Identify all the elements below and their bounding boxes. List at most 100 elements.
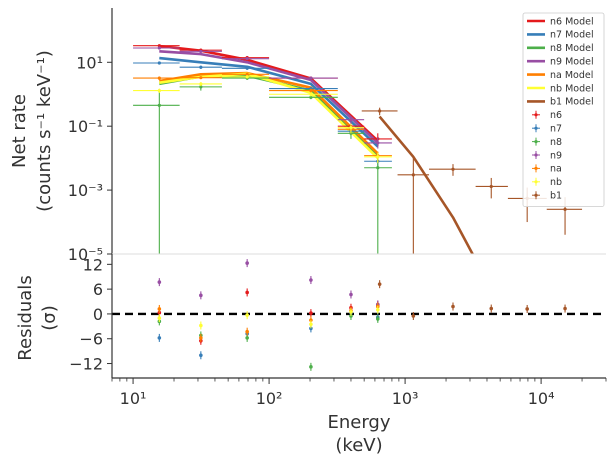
energy-xtick-label-2: 10³ [392,389,419,408]
residual-ylabel-line2: (σ) [39,305,60,330]
data-point-nb-4 [337,123,365,134]
legend-label-0: n6 Model [550,16,594,27]
spectrum-ylabel-line2: (counts s⁻¹ keV⁻¹) [34,50,55,212]
legend-entry-n9-model: n9 Model [527,57,594,68]
legend-entry-n8: n8 [532,137,562,148]
data-point-n7-1 [179,65,222,69]
legend-label-7: n6 [550,110,562,121]
legend-label-2: n8 Model [550,43,594,54]
spectrum-ytick-label-3: 10⁻⁵ [68,245,103,264]
spectrum-ylabel-line1: Net rate [9,94,30,168]
residual-ytick-label-0: 12 [83,255,103,274]
residual-point-b1-3 [489,304,494,313]
legend-label-13: b1 [550,191,562,202]
data-point-n8-3 [269,95,338,100]
residual-point-nb-5 [376,305,380,314]
data-point-n9-5 [364,137,392,149]
data-point-b1-2 [429,164,476,176]
legend-entry-n7-model: n7 Model [527,30,594,41]
legend-entry-na: na [532,164,562,175]
legend-entry-b1-model: b1 Model [527,97,594,108]
legend-entry-nb-model: nb Model [527,83,594,94]
legend-label-1: n7 Model [550,30,594,41]
data-point-nb-1 [179,82,222,87]
residual-point-n9-1 [199,291,203,300]
residual-point-n7-1 [199,351,203,360]
residual-ytick-label-4: −12 [69,355,103,374]
data-point-n9-0 [133,46,180,50]
data-point-na-1 [179,76,222,80]
legend-frame [522,12,605,208]
data-point-b1-3 [475,177,508,199]
residual-point-nb-1 [199,321,203,330]
spectrum-ytick-label-2: 10⁻³ [68,181,103,200]
residual-point-nb-0 [157,314,162,323]
energy-xtick-label-0: 10¹ [120,389,147,408]
legend-label-9: n8 [550,137,562,148]
residual-point-b1-2 [451,302,455,311]
energy-xtick-label-1: 10² [256,389,283,408]
data-point-b1-0 [361,107,398,116]
data-point-n6-0 [133,44,180,48]
residual-ytick-label-1: 6 [93,280,103,299]
legend: n6 Model n7 Model n8 Model n9 Model na Model… [522,12,605,208]
legend-label-10: n9 [550,150,562,161]
legend-entry-n6: n6 [532,110,562,121]
legend-label-4: na Model [550,70,593,81]
residual-point-b1-0 [377,280,382,289]
energy-xlabel-line2: (keV) [335,435,382,456]
residual-point-n8-5 [376,314,380,323]
data-point-nb-5 [364,152,392,164]
spectrum-panel: 10¹ 10⁻¹ 10⁻³ 10⁻⁵ Net rate (counts s⁻¹ keV… [9,8,606,264]
residual-point-n9-4 [349,290,353,299]
residual-ylabel-line1: Residuals [15,275,36,360]
data-point-n8-5 [364,158,392,254]
residuals-panel: 12 6 0 −6 −12 10¹ 10² 10³ 10⁴ Residuals (σ) Ene… [15,254,607,456]
data-point-n7-2 [221,66,270,70]
data-point-nb-3 [269,92,338,97]
data-point-nb-2 [221,75,270,79]
residual-point-n9-2 [245,259,249,268]
residual-point-n6-3 [309,309,313,318]
energy-x-ticks: 10¹ 10² 10³ 10⁴ [111,378,607,408]
residual-point-n9-3 [309,276,313,285]
legend-label-3: n9 Model [550,57,594,68]
residual-ytick-label-2: 0 [93,305,103,324]
residual-point-b1-4 [525,304,529,313]
data-point-n8-0 [133,89,180,254]
model-curves [159,44,475,254]
model-line-n9-model [159,50,379,144]
residual-point-n7-0 [157,333,162,342]
residual-point-n6-2 [245,288,249,297]
model-line-b1-model [378,115,475,254]
residual-point-na-2 [245,327,249,336]
data-point-na-3 [269,88,338,93]
legend-entry-na-model: na Model [527,70,593,81]
energy-xlabel-line1: Energy [327,412,390,433]
residual-point-n8-3 [309,362,313,371]
data-point-na-0 [133,76,180,80]
residual-point-na-1 [199,333,203,342]
data-point-b1-1 [397,155,430,254]
residual-point-nb-2 [245,311,249,320]
spectrum-y-ticks: 10¹ 10⁻¹ 10⁻³ 10⁻⁵ [68,53,112,264]
legend-label-8: n7 [550,124,562,135]
residual-point-n9-0 [157,278,162,287]
residual-points [157,259,567,371]
data-point-n7-0 [133,61,180,65]
data-point-n9-1 [179,49,222,53]
legend-entry-n6-model: n6 Model [527,16,594,27]
legend-entry-n9: n9 [532,150,562,161]
data-point-n9-2 [221,57,270,61]
legend-entry-n7: n7 [532,124,562,135]
spectrum-ytick-label-1: 10⁻¹ [68,117,103,136]
legend-label-6: b1 Model [550,97,594,108]
energy-xtick-label-3: 10⁴ [528,389,555,408]
spectrum-ytick-label-0: 10¹ [76,53,103,72]
data-point-n9-3 [269,76,338,80]
residual-point-b1-1 [411,312,416,320]
legend-entry-nb: nb [532,177,562,188]
residual-y-ticks: 12 6 0 −6 −12 [69,255,112,374]
